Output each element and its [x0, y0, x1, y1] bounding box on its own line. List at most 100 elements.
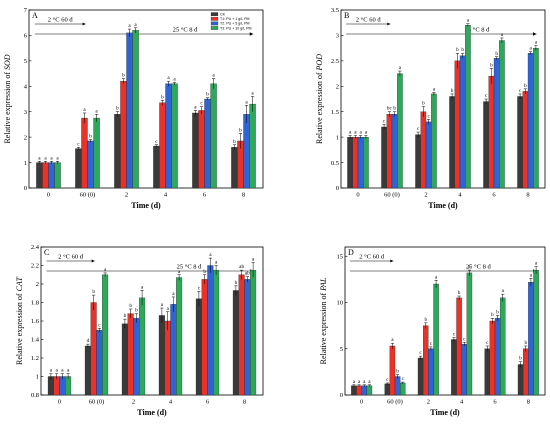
bar [500, 297, 506, 396]
significance-letter: a [245, 99, 248, 105]
bar [171, 83, 178, 189]
y-axis-label: Relative expression of PAL [319, 277, 328, 364]
significance-letter: a [61, 368, 64, 374]
x-tick-label: 0 [58, 399, 61, 406]
bar [204, 98, 211, 189]
bar [201, 279, 208, 396]
y-tick-label: 1.6 [31, 318, 40, 325]
y-tick-label: 5 [340, 346, 343, 353]
y-tick-label: 4 [24, 83, 28, 90]
panel-letter: B [344, 11, 349, 20]
bar [493, 58, 500, 189]
bar [420, 111, 427, 189]
significance-letter: a [391, 337, 394, 343]
bar [352, 136, 359, 189]
significance-letter: b [161, 94, 164, 100]
significance-letter: c [98, 322, 101, 328]
x-tick-label: 8 [526, 192, 529, 199]
significance-letter: a [502, 288, 505, 294]
significance-letter: a [363, 379, 366, 385]
bar [397, 73, 403, 189]
y-axis-label: Relative expression of POD [315, 54, 324, 144]
bar [250, 269, 257, 396]
significance-letter: a [161, 302, 164, 308]
significance-letter: a [56, 155, 59, 161]
bar [522, 91, 529, 189]
y-tick-label: 2 [36, 281, 39, 288]
legend-entry: CK [220, 13, 226, 17]
significance-letter: b [89, 134, 92, 140]
bar [170, 304, 177, 396]
y-axis-label-prefix: Relative expression of [3, 70, 12, 144]
bar [357, 136, 364, 189]
bar [132, 30, 139, 189]
x-tick-label: 60 (0) [384, 192, 400, 199]
cold-storage-label: 2 °C 60 d [58, 254, 84, 261]
bar [533, 47, 539, 189]
bar [423, 325, 429, 396]
y-tick-label: 1.5 [331, 109, 339, 116]
x-tick-label: 2 [125, 192, 128, 199]
plot-frame [28, 9, 264, 189]
legend-swatch [210, 26, 219, 30]
significance-letter: b [235, 280, 238, 286]
significance-letter: b [495, 51, 498, 57]
y-tick-label: 5 [24, 58, 27, 65]
cold-storage-arrowhead [91, 259, 95, 263]
significance-letter: b [135, 308, 138, 314]
y-tick-label: 6 [24, 33, 28, 40]
significance-letter: a [83, 107, 86, 113]
legend-entry: T1: PU + 1 g/L PM [220, 17, 250, 21]
legend-swatch [210, 21, 219, 26]
significance-letter: a [354, 130, 357, 136]
bar [126, 32, 133, 189]
bar [454, 60, 461, 189]
cold-storage-label: 2 °C 60 d [48, 17, 74, 24]
significance-letter: b [233, 139, 236, 145]
y-axis-label-gene: PAL [319, 277, 328, 292]
bar [523, 348, 529, 396]
bar [195, 298, 202, 396]
x-tick-label: 2 [427, 399, 430, 406]
y-tick-label: 0 [336, 185, 339, 192]
x-tick-label: 4 [169, 399, 173, 406]
bar [389, 345, 396, 396]
y-tick-label: 1 [36, 374, 39, 381]
significance-letter: a [365, 130, 368, 136]
significance-letter: a [209, 252, 212, 258]
bar [81, 117, 88, 189]
y-tick-label: 3.5 [331, 7, 339, 14]
significance-letter: b [424, 317, 427, 323]
bar [84, 345, 91, 396]
significance-letter: a [38, 155, 41, 161]
significance-letter: a [529, 46, 532, 52]
significance-letter: a [104, 267, 107, 273]
y-tick-label: 2 [24, 134, 27, 141]
bar [36, 162, 43, 189]
x-axis-label: Time (d) [131, 201, 161, 210]
bar [93, 117, 100, 189]
bar [48, 162, 55, 189]
significance-letter: a [44, 155, 47, 161]
bar [459, 55, 466, 189]
significance-letter: a [399, 65, 402, 71]
bar [120, 81, 127, 189]
legend-swatch [210, 16, 219, 21]
significance-letter: c [463, 336, 466, 342]
plot-frame [340, 9, 546, 189]
bar [133, 318, 140, 396]
y-tick-label: 1.8 [31, 300, 39, 307]
significance-letter: a [433, 86, 436, 92]
y-axis-label-gene: POD [315, 54, 324, 72]
significance-letter: b [203, 269, 206, 275]
significance-letter: a [359, 130, 362, 136]
y-tick-label: 2.2 [31, 263, 39, 270]
significance-letter: a [67, 368, 70, 374]
x-tick-label: 60 (0) [387, 399, 403, 406]
y-tick-label: 15 [337, 253, 344, 260]
significance-letter: a [167, 75, 170, 81]
bar [386, 114, 393, 189]
significance-letter: a [368, 379, 371, 385]
x-tick-label: 6 [203, 192, 207, 199]
plot-frame [40, 246, 264, 396]
